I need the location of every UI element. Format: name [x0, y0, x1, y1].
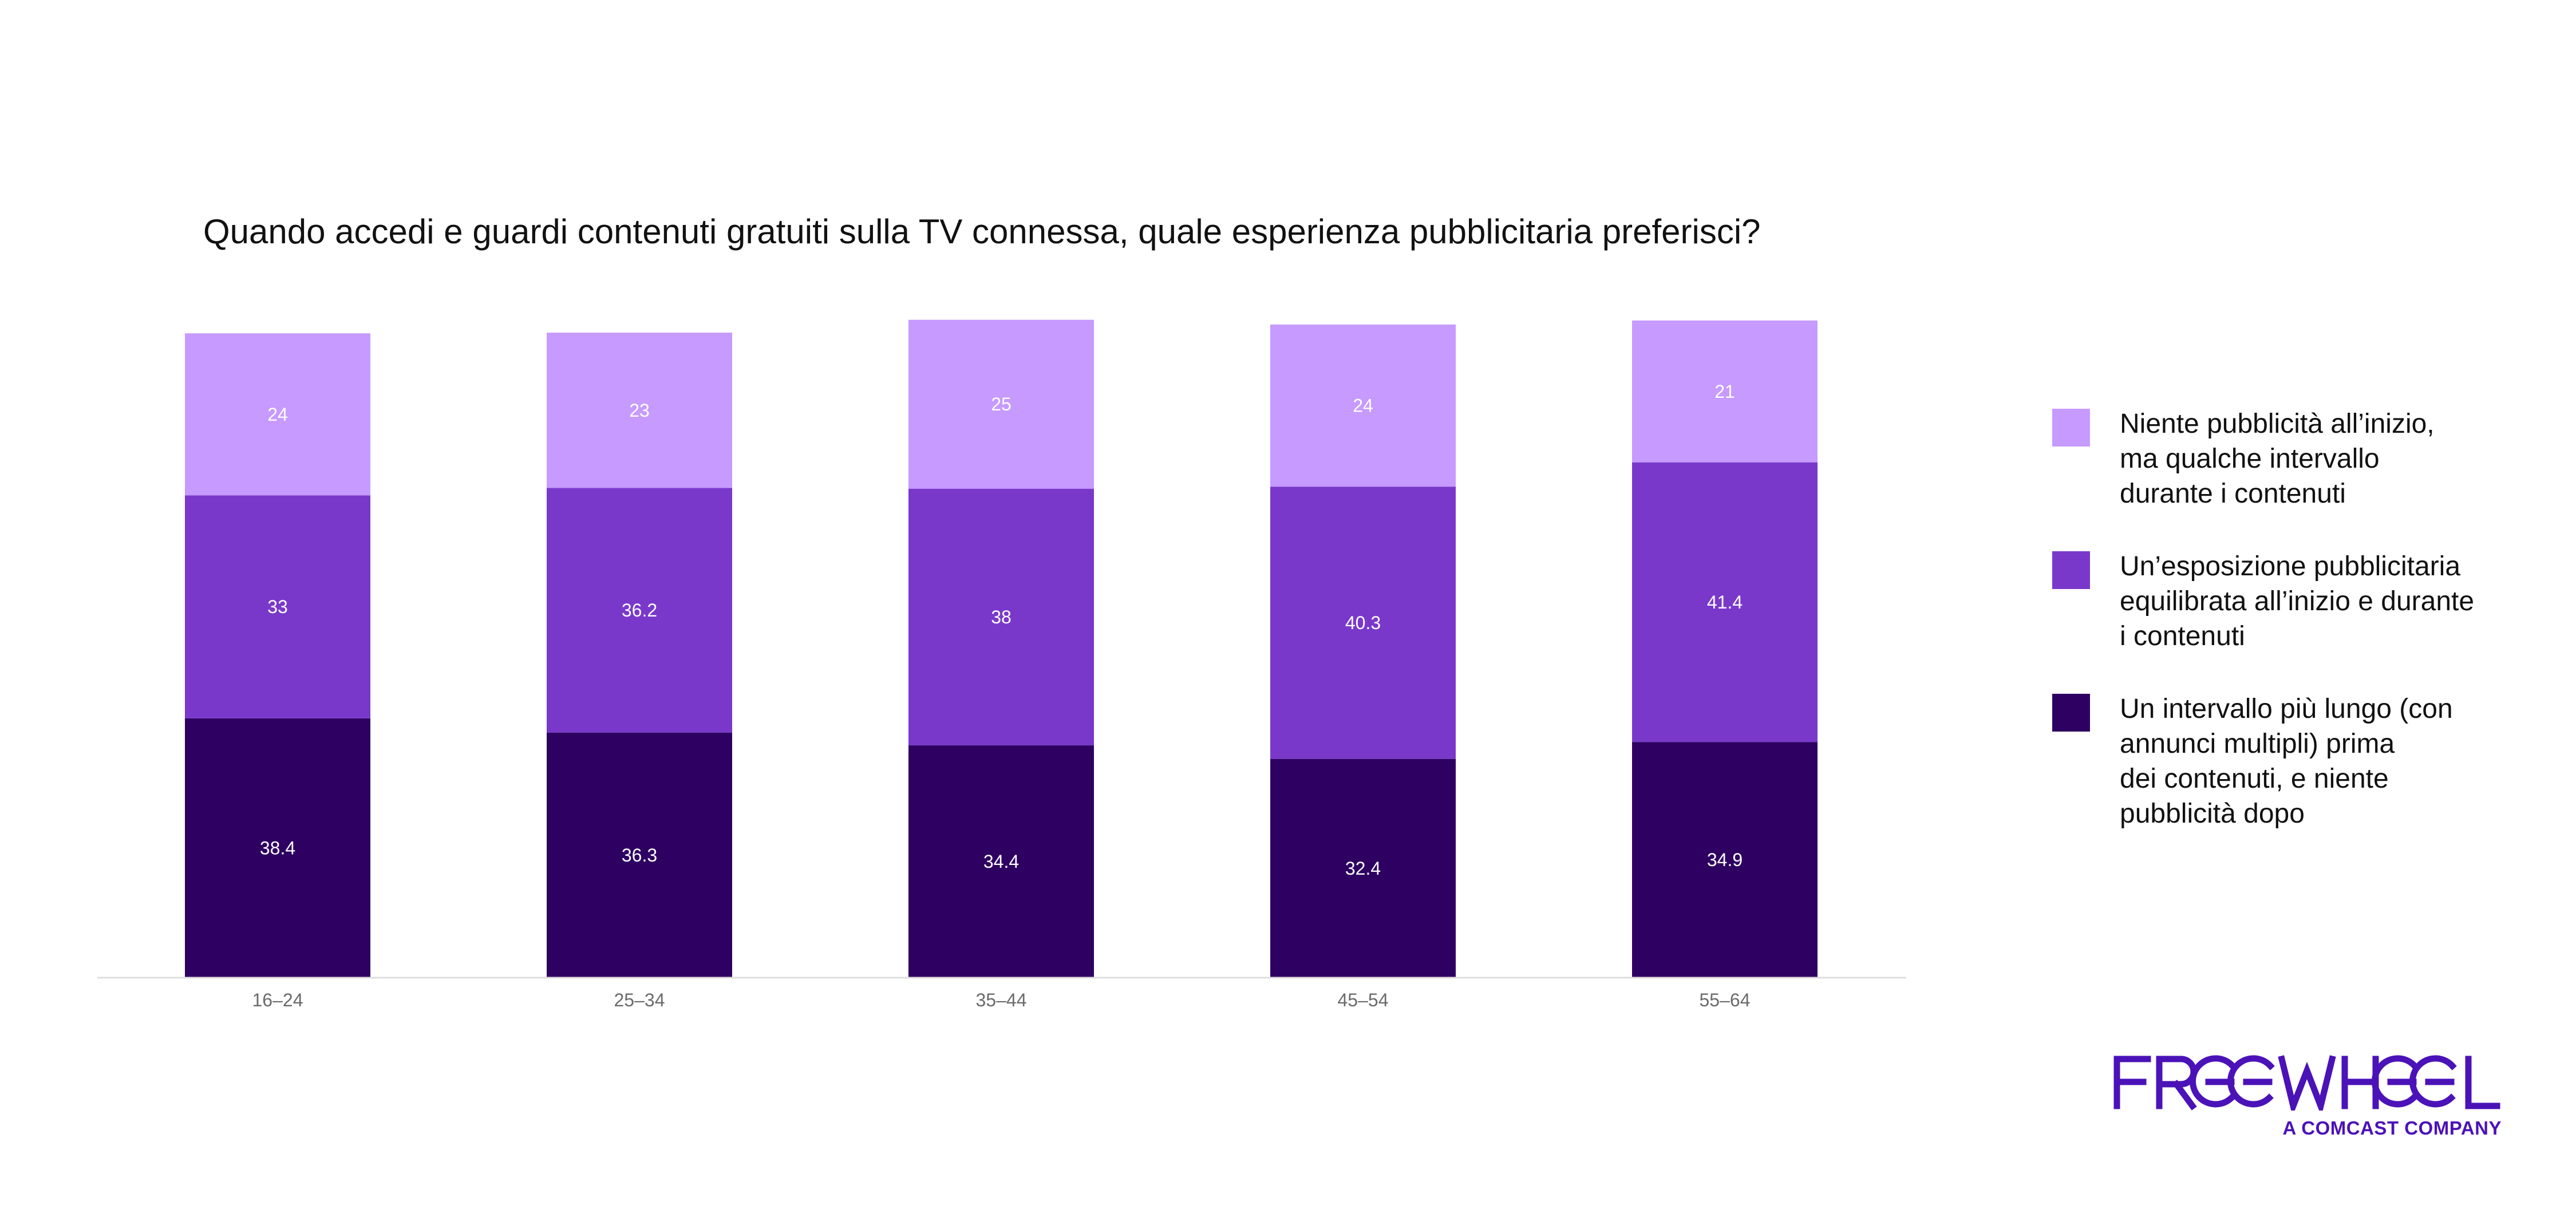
- chart-title: Quando accedi e guardi contenuti gratuit…: [203, 212, 1761, 251]
- legend-swatch: [2052, 409, 2090, 446]
- data-label-35-44-s2: 25: [991, 394, 1012, 414]
- bar-segment-55-64-s2: [1632, 320, 1818, 463]
- data-label-45-54-s0: 32.4: [1345, 858, 1381, 879]
- x-axis-ticks: 16–24 25–34 35–44 45–54 55–64: [252, 990, 1751, 1010]
- legend-item-no-ads-start: Niente pubblicità all’inizio, ma qualche…: [2052, 406, 2522, 511]
- data-label-16-24-s1: 33: [267, 596, 288, 617]
- bar-segment-16-24-s2: [185, 333, 370, 496]
- legend-swatch: [2052, 551, 2090, 589]
- data-label-25-34-s1: 36.2: [622, 600, 657, 621]
- bar-segment-55-64-s0: [1632, 742, 1818, 978]
- data-label-16-24-s0: 38.4: [260, 837, 295, 858]
- data-label-45-54-s1: 40.3: [1345, 613, 1381, 633]
- data-label-35-44-s0: 34.4: [983, 851, 1019, 872]
- bar-segment-55-64-s1: [1632, 462, 1818, 742]
- x-tick-label-16-24: 16–24: [252, 990, 303, 1010]
- data-label-55-64-s2: 21: [1714, 381, 1735, 402]
- legend: Niente pubblicità all’inizio, ma qualche…: [2052, 406, 2522, 869]
- bar-segment-45-54-s1: [1270, 487, 1456, 759]
- legend-item-balanced: Un’esposizione pubblicitaria equilibrata…: [2052, 549, 2522, 654]
- freewheel-logo: A COMCAST COMPANY: [2112, 1053, 2502, 1145]
- bar-segment-16-24-s0: [185, 718, 370, 978]
- legend-label: Un’esposizione pubblicitaria equilibrata…: [2120, 551, 2475, 651]
- data-label-55-64-s0: 34.9: [1707, 849, 1743, 870]
- data-label-25-34-s0: 36.3: [622, 845, 657, 866]
- legend-item-long-break: Un intervallo più lungo (con annunci mul…: [2052, 691, 2522, 831]
- data-label-45-54-s2: 24: [1353, 396, 1373, 416]
- bar-segment-45-54-s0: [1270, 758, 1456, 978]
- x-tick-label-55-64: 55–64: [1700, 990, 1751, 1010]
- data-label-25-34-s2: 23: [629, 400, 650, 421]
- legend-swatch: [2052, 694, 2090, 732]
- data-label-35-44-s1: 38: [991, 607, 1012, 627]
- x-tick-label-45-54: 45–54: [1338, 990, 1389, 1010]
- legend-label: Un intervallo più lungo (con annunci mul…: [2120, 694, 2453, 829]
- bar-segment-35-44-s0: [908, 745, 1094, 978]
- data-label-16-24-s2: 24: [267, 404, 288, 425]
- x-tick-label-25-34: 25–34: [614, 990, 665, 1010]
- bar-segment-25-34-s2: [547, 333, 732, 488]
- bars-layer: 38.4 33 24 36.3 36.2 23 34.4 38 25 32.4 40.3 24 34.9…: [185, 319, 1818, 978]
- bar-segment-35-44-s1: [908, 488, 1094, 746]
- legend-label: Niente pubblicità all’inizio, ma qualche…: [2120, 409, 2435, 509]
- freewheel-wordmark-icon: [2113, 1055, 2500, 1117]
- bar-segment-25-34-s0: [547, 732, 732, 978]
- logo-tagline: A COMCAST COMPANY: [2282, 1117, 2502, 1139]
- bar-segment-35-44-s2: [908, 319, 1094, 489]
- bar-segment-45-54-s2: [1270, 324, 1456, 487]
- bar-segment-16-24-s1: [185, 495, 370, 718]
- x-tick-label-35-44: 35–44: [976, 990, 1027, 1010]
- data-label-55-64-s1: 41.4: [1707, 592, 1743, 613]
- bar-segment-25-34-s1: [547, 488, 732, 733]
